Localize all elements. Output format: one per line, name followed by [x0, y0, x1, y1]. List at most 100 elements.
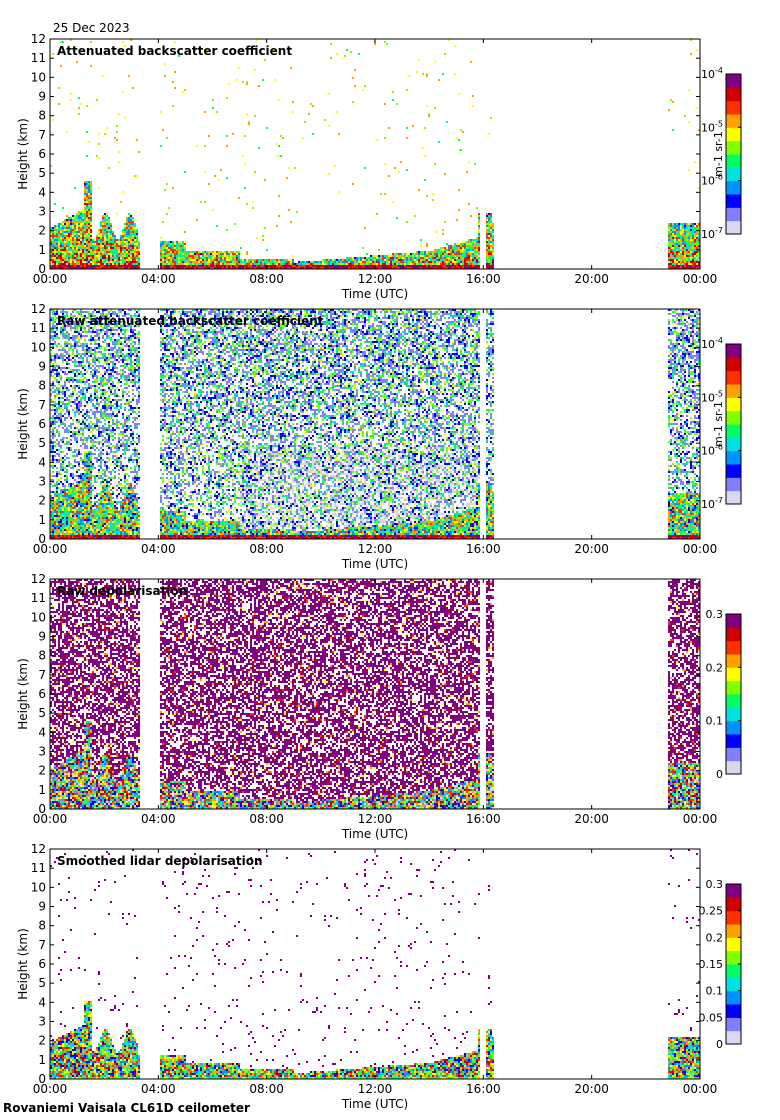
- y-tick-label: 11: [31, 861, 46, 875]
- y-tick-label: 7: [38, 938, 46, 952]
- y-tick-label: 6: [38, 147, 46, 161]
- colorbar-tick-label: 0.3: [706, 608, 724, 621]
- x-tick-label: 12:00: [358, 1082, 393, 1096]
- colorbar-unit: m-1 sr-1: [712, 401, 725, 447]
- y-tick-label: 4: [38, 455, 46, 469]
- colorbar-tick-label: 0.05: [699, 1011, 724, 1024]
- x-tick-label: 16:00: [466, 1082, 501, 1096]
- colorbar-tick-label: 10-4: [701, 336, 723, 351]
- y-tick-label: 9: [38, 90, 46, 104]
- y-axis-label: Height (km): [16, 118, 30, 189]
- y-tick-label: 10: [31, 610, 46, 624]
- colorbar-tick-label: 10-4: [701, 66, 723, 81]
- plot-area: [50, 849, 700, 1079]
- y-tick-label: 1: [38, 783, 46, 797]
- y-tick-label: 5: [38, 166, 46, 180]
- x-tick-label: 12:00: [358, 542, 393, 556]
- colorbar-tick-label: 10-7: [701, 496, 723, 511]
- colorbar-tick-label: 0: [716, 768, 723, 781]
- y-tick-label: 5: [38, 706, 46, 720]
- y-tick-label: 2: [38, 224, 46, 238]
- y-tick-label: 8: [38, 109, 46, 123]
- x-axis-label: Time (UTC): [341, 1097, 408, 1111]
- y-tick-label: 8: [38, 379, 46, 393]
- x-axis-label: Time (UTC): [341, 287, 408, 301]
- x-tick-label: 00:00: [683, 542, 718, 556]
- colorbar-tick-label: 0.3: [706, 878, 724, 891]
- x-axis-label: Time (UTC): [341, 827, 408, 841]
- y-tick-label: 9: [38, 630, 46, 644]
- x-tick-label: 20:00: [574, 1082, 609, 1096]
- x-tick-label: 00:00: [683, 812, 718, 826]
- colorbar: 10-710-610-510-4m-1 sr-1: [701, 336, 741, 511]
- y-tick-label: 12: [31, 32, 46, 46]
- y-tick-label: 2: [38, 494, 46, 508]
- colorbar: 10-710-610-510-4m-1 sr-1: [701, 66, 741, 241]
- y-tick-label: 7: [38, 398, 46, 412]
- x-tick-label: 00:00: [683, 1082, 718, 1096]
- y-tick-label: 3: [38, 1015, 46, 1029]
- x-tick-label: 20:00: [574, 542, 609, 556]
- colorbar-tick-label: 0.1: [706, 985, 724, 998]
- y-axis-label: Height (km): [16, 928, 30, 999]
- colorbar-tick-label: 0: [716, 1038, 723, 1051]
- y-tick-label: 6: [38, 687, 46, 701]
- y-tick-label: 9: [38, 900, 46, 914]
- y-tick-label: 10: [31, 70, 46, 84]
- x-tick-label: 00:00: [683, 272, 718, 286]
- y-axis-label: Height (km): [16, 658, 30, 729]
- plot-area: [50, 39, 700, 269]
- y-tick-label: 4: [38, 725, 46, 739]
- colorbar-tick-label: 0.2: [706, 931, 724, 944]
- colorbar-exponent: -7: [715, 496, 723, 505]
- x-tick-label: 04:00: [141, 1082, 176, 1096]
- x-tick-label: 16:00: [466, 272, 501, 286]
- y-tick-label: 9: [38, 360, 46, 374]
- x-tick-label: 16:00: [466, 542, 501, 556]
- y-tick-label: 6: [38, 417, 46, 431]
- y-tick-label: 6: [38, 957, 46, 971]
- x-tick-label: 08:00: [249, 1082, 284, 1096]
- y-tick-label: 8: [38, 919, 46, 933]
- x-tick-label: 04:00: [141, 272, 176, 286]
- y-tick-label: 10: [31, 340, 46, 354]
- x-tick-label: 20:00: [574, 272, 609, 286]
- x-tick-label: 20:00: [574, 812, 609, 826]
- x-tick-label: 16:00: [466, 812, 501, 826]
- x-tick-label: 00:00: [33, 812, 68, 826]
- x-tick-label: 00:00: [33, 272, 68, 286]
- y-tick-label: 12: [31, 572, 46, 586]
- colorbar: 0 0.05 0.1 0.15 0.2 0.25 0.3: [699, 878, 742, 1051]
- x-tick-label: 04:00: [141, 542, 176, 556]
- panel-title: Attenuated backscatter coefficient: [57, 44, 292, 58]
- y-tick-label: 2: [38, 1034, 46, 1048]
- colorbar-exponent: -5: [715, 389, 723, 398]
- y-tick-label: 1: [38, 243, 46, 257]
- x-tick-label: 12:00: [358, 272, 393, 286]
- colorbar-tick-label: 0.15: [699, 958, 724, 971]
- colorbar-tick-label: 0.25: [699, 905, 724, 918]
- y-tick-label: 1: [38, 513, 46, 527]
- panel-2: Raw attenuated backscatter coefficient01…: [16, 302, 741, 571]
- x-axis-label: Time (UTC): [341, 557, 408, 571]
- x-tick-label: 08:00: [249, 542, 284, 556]
- colorbar-unit: m-1 sr-1: [712, 131, 725, 177]
- x-tick-label: 00:00: [33, 542, 68, 556]
- panel-title: Raw depolarisation: [57, 584, 187, 598]
- panel-title: Smoothed lidar depolarisation: [57, 854, 263, 868]
- x-tick-label: 08:00: [249, 812, 284, 826]
- panel-title: Raw attenuated backscatter coefficient: [57, 314, 324, 328]
- panel-4: Smoothed lidar depolarisation 0 12 3 4 5 6 7 8 9 1…: [16, 842, 741, 1111]
- y-tick-label: 2: [38, 764, 46, 778]
- y-tick-label: 12: [31, 842, 46, 856]
- y-tick-label: 12: [31, 302, 46, 316]
- x-tick-label: 08:00: [249, 272, 284, 286]
- y-tick-label: 11: [31, 591, 46, 605]
- y-axis-label: Height (km): [16, 388, 30, 459]
- y-tick-label: 4: [38, 995, 46, 1009]
- colorbar-tick-label: 0.2: [706, 661, 724, 674]
- x-tick-label: 12:00: [358, 812, 393, 826]
- y-tick-label: 5: [38, 976, 46, 990]
